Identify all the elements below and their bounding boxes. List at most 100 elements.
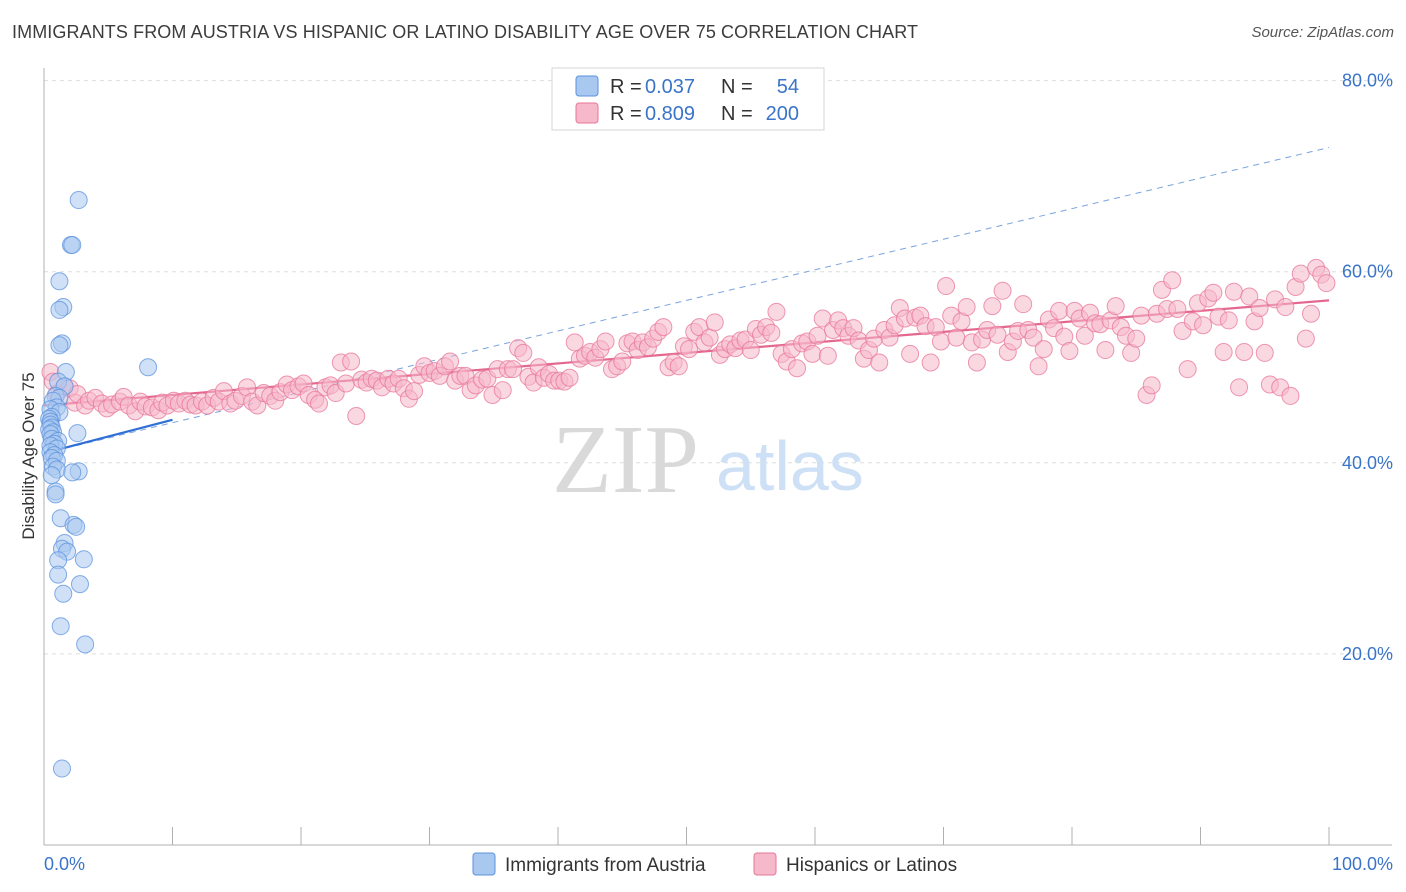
point-hispanics-or-latinos (309, 394, 328, 413)
point-hispanics-or-latinos (1281, 386, 1300, 405)
y-tick-label: 80.0% (1342, 71, 1393, 91)
bottom-legend-label-austria: Immigrants from Austria (505, 855, 706, 876)
point-hispanics-or-latinos (1230, 378, 1249, 397)
y-axis-title: Disability Age Over 75 (19, 372, 38, 539)
legend-n-label-austria: N = (721, 76, 753, 98)
x-ticks (43, 827, 1330, 845)
watermark-zip: ZIP (552, 406, 699, 514)
point-hispanics-or-latinos (788, 359, 807, 378)
legend-r-label-hispanic: R = (610, 103, 642, 125)
point-immigrants-from-austria (42, 466, 61, 485)
chart-source: Source: ZipAtlas.com (1251, 24, 1394, 41)
point-hispanics-or-latinos (947, 328, 966, 347)
point-hispanics-or-latinos (1029, 357, 1048, 376)
legend-box: R = 0.037 N = 54 R = 0.809 N = 200 (551, 67, 825, 131)
point-hispanics-or-latinos (983, 297, 1002, 316)
point-hispanics-or-latinos (596, 332, 615, 351)
point-hispanics-or-latinos (342, 352, 361, 371)
watermark-atlas: atlas (716, 427, 864, 505)
point-hispanics-or-latinos (901, 344, 920, 363)
point-immigrants-from-austria (51, 617, 70, 636)
point-hispanics-or-latinos (1224, 282, 1243, 301)
point-hispanics-or-latinos (1240, 287, 1259, 306)
point-hispanics-or-latinos (1317, 274, 1336, 293)
y-tick-label: 40.0% (1342, 453, 1393, 473)
point-immigrants-from-austria (46, 485, 65, 504)
point-hispanics-or-latinos (336, 374, 355, 393)
bottom-legend: Immigrants from Austria Hispanics or Lat… (472, 852, 957, 876)
point-hispanics-or-latinos (514, 343, 533, 362)
point-hispanics-or-latinos (669, 357, 688, 376)
point-hispanics-or-latinos (700, 328, 719, 347)
y-tick-label: 20.0% (1342, 644, 1393, 664)
point-hispanics-or-latinos (1291, 264, 1310, 283)
point-hispanics-or-latinos (1106, 297, 1125, 316)
point-hispanics-or-latinos (967, 353, 986, 372)
point-hispanics-or-latinos (405, 382, 424, 401)
point-hispanics-or-latinos (1194, 316, 1213, 335)
x-tick-label-max: 100.0% (1332, 854, 1393, 874)
point-hispanics-or-latinos (803, 344, 822, 363)
legend-n-value-austria: 54 (777, 76, 799, 98)
point-hispanics-or-latinos (741, 341, 760, 360)
point-hispanics-or-latinos (1060, 342, 1079, 361)
point-immigrants-from-austria (63, 235, 82, 254)
point-hispanics-or-latinos (921, 353, 940, 372)
point-hispanics-or-latinos (613, 352, 632, 371)
point-hispanics-or-latinos (654, 318, 673, 337)
point-immigrants-from-austria (63, 463, 82, 482)
point-immigrants-from-austria (139, 358, 158, 377)
legend-n-value-hispanic: 200 (766, 103, 799, 125)
point-hispanics-or-latinos (1024, 328, 1043, 347)
bottom-legend-swatch-hispanic (753, 852, 777, 876)
point-hispanics-or-latinos (993, 281, 1012, 300)
point-hispanics-or-latinos (1214, 342, 1233, 361)
legend-swatch-hispanic (575, 102, 599, 124)
data-points (40, 191, 1336, 778)
point-hispanics-or-latinos (767, 302, 786, 321)
point-hispanics-or-latinos (1302, 304, 1321, 323)
point-hispanics-or-latinos (957, 298, 976, 317)
point-hispanics-or-latinos (441, 352, 460, 371)
point-immigrants-from-austria (74, 550, 93, 569)
point-hispanics-or-latinos (705, 313, 724, 332)
point-immigrants-from-austria (50, 300, 69, 319)
point-immigrants-from-austria (50, 336, 69, 355)
point-hispanics-or-latinos (1034, 340, 1053, 359)
y-tick-label: 60.0% (1342, 262, 1393, 282)
chart-title: IMMIGRANTS FROM AUSTRIA VS HISPANIC OR L… (12, 22, 919, 42)
y-tick-labels: 20.0% 40.0% 60.0% 80.0% (1342, 71, 1393, 664)
x-tick-label-min: 0.0% (44, 854, 85, 874)
point-hispanics-or-latinos (1096, 341, 1115, 360)
point-hispanics-or-latinos (1219, 311, 1238, 330)
bottom-legend-swatch-austria (472, 852, 496, 876)
point-hispanics-or-latinos (1132, 306, 1151, 325)
point-immigrants-from-austria (67, 517, 86, 536)
point-hispanics-or-latinos (1075, 326, 1094, 345)
point-hispanics-or-latinos (1163, 271, 1182, 290)
point-immigrants-from-austria (68, 424, 87, 443)
legend-swatch-austria (575, 75, 599, 97)
legend-n-label-hispanic: N = (721, 103, 753, 125)
point-hispanics-or-latinos (1178, 360, 1197, 379)
legend-r-label-austria: R = (610, 76, 642, 98)
legend-r-value-austria: 0.037 (645, 76, 695, 98)
point-immigrants-from-austria (76, 635, 95, 654)
point-hispanics-or-latinos (1127, 329, 1146, 348)
point-hispanics-or-latinos (1235, 342, 1254, 361)
grid-lines (44, 80, 1392, 655)
point-hispanics-or-latinos (560, 368, 579, 387)
point-hispanics-or-latinos (1296, 329, 1315, 348)
legend-r-value-hispanic: 0.809 (645, 103, 695, 125)
point-hispanics-or-latinos (347, 406, 366, 425)
point-immigrants-from-austria (70, 575, 89, 594)
point-hispanics-or-latinos (1204, 283, 1223, 302)
point-hispanics-or-latinos (1168, 299, 1187, 318)
point-immigrants-from-austria (54, 584, 73, 603)
point-hispanics-or-latinos (1050, 301, 1069, 320)
point-immigrants-from-austria (49, 565, 68, 584)
point-hispanics-or-latinos (493, 381, 512, 400)
point-hispanics-or-latinos (818, 346, 837, 365)
point-hispanics-or-latinos (870, 353, 889, 372)
